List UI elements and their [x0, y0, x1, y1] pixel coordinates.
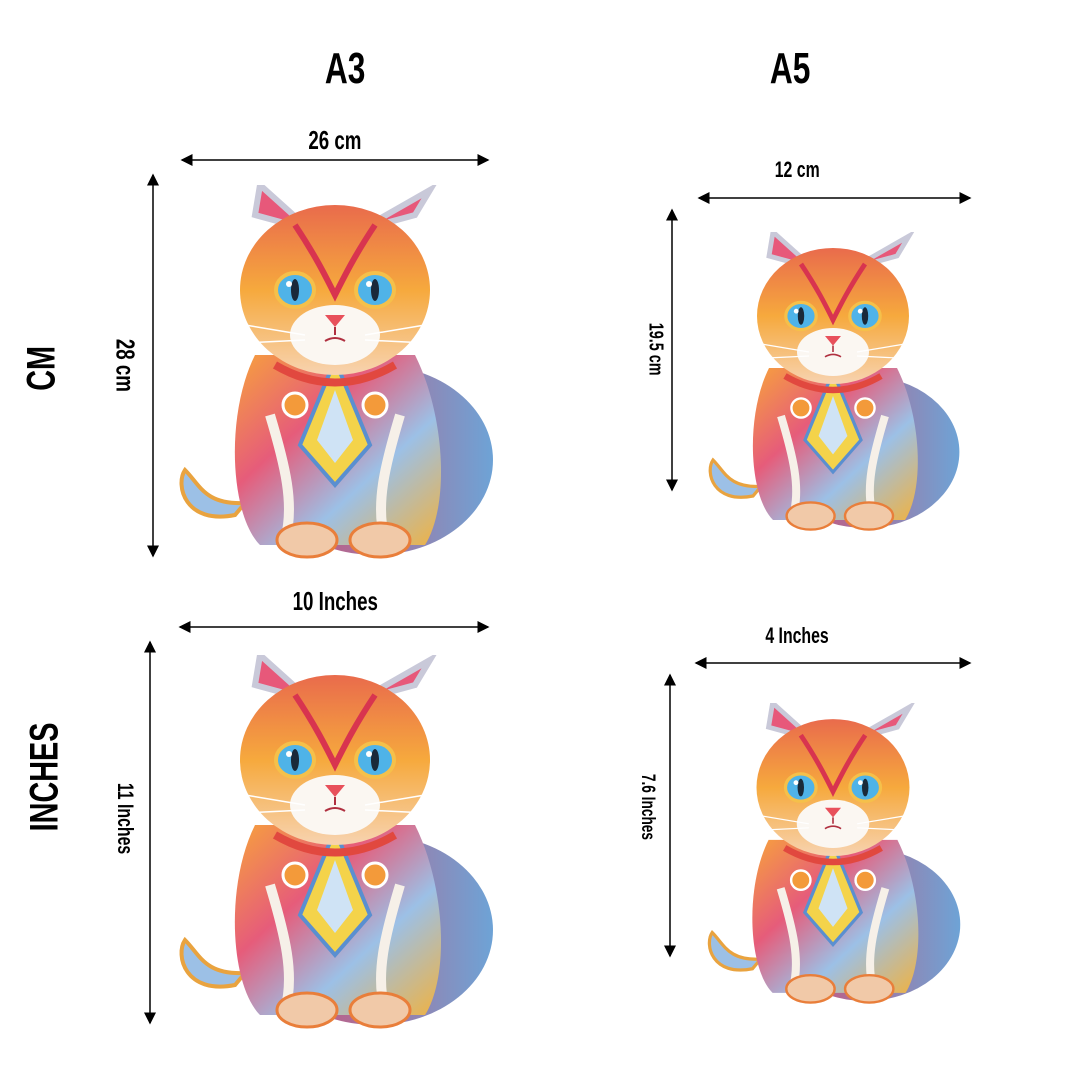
a5-cm-height-label: 19.5 cm	[644, 280, 667, 420]
a5-cm-width-text: 12 cm	[774, 157, 820, 182]
cat-puzzle-image-a5-cm	[702, 232, 964, 532]
row-label-cm-text: CM	[19, 346, 64, 391]
a3-cm-height-text: 28 cm	[110, 338, 141, 393]
column-header-a5: A5	[740, 44, 840, 94]
row-label-inches: INCHES	[23, 687, 68, 867]
cat-puzzle-image-a3-cm	[175, 185, 495, 560]
a5-in-height-label: 7.6 Inches	[636, 727, 658, 887]
a5-cm-height-text: 19.5 cm	[644, 323, 667, 376]
a3-in-height-text: 11 Inches	[113, 783, 138, 855]
column-header-a5-text: A5	[769, 44, 811, 93]
a3-in-width-label: 10 Inches	[235, 586, 435, 617]
row-label-cm: CM	[20, 319, 65, 419]
cat-puzzle-image-a3-in	[175, 655, 495, 1030]
a3-cm-width-label: 26 cm	[255, 125, 415, 156]
a5-in-height-text: 7.6 Inches	[637, 773, 658, 841]
a3-in-height-label: 11 Inches	[112, 729, 138, 909]
cat-puzzle-image-a5-in	[702, 703, 964, 1005]
a5-in-width-label: 4 Inches	[717, 623, 877, 649]
a5-cm-width-label: 12 cm	[717, 157, 877, 183]
a5-in-width-text: 4 Inches	[765, 623, 829, 648]
column-header-a3-text: A3	[324, 44, 366, 93]
a3-cm-height-label: 28 cm	[110, 296, 141, 436]
row-label-inches-text: INCHES	[22, 722, 67, 831]
column-header-a3: A3	[295, 44, 395, 94]
a3-in-width-text: 10 Inches	[292, 586, 378, 616]
a3-cm-width-text: 26 cm	[308, 125, 362, 155]
